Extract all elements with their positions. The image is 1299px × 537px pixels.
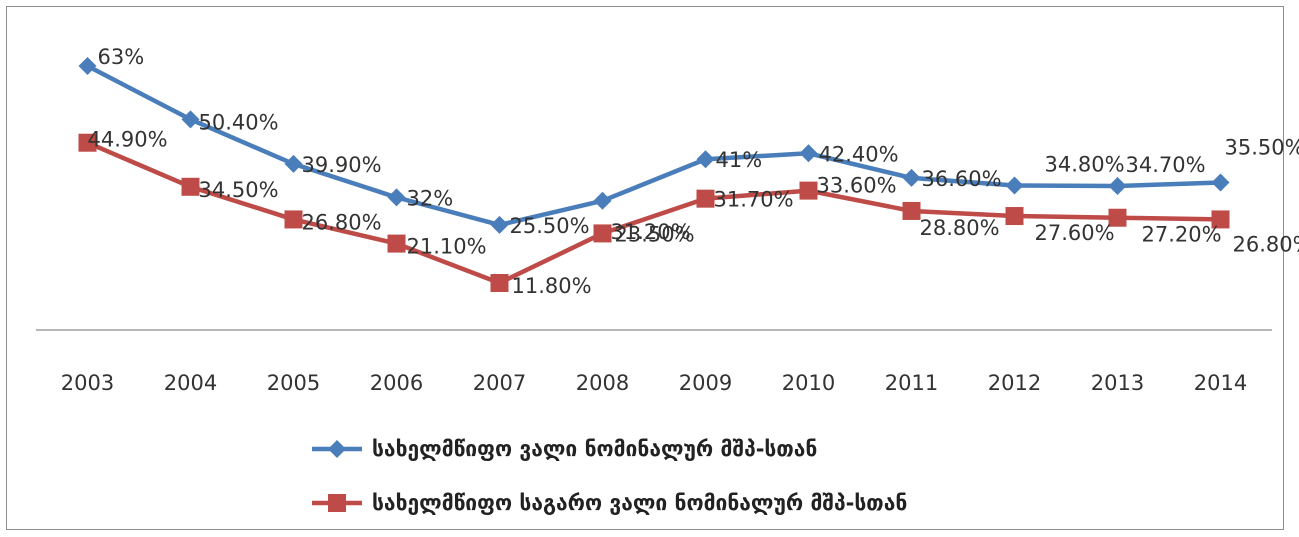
legend-marker-1: [328, 440, 346, 458]
data-label-s1-2005: 39.90%: [302, 153, 382, 177]
series-2-point-2009: [696, 189, 715, 208]
series-2-point-2005: [284, 210, 303, 229]
data-label-s2-2010: 33.60%: [817, 174, 897, 198]
series-1-point-2004: [181, 110, 200, 129]
x-tick-label-2004: 2004: [164, 371, 217, 395]
data-label-s1-2007: 25.50%: [510, 214, 590, 238]
x-tick-label-2006: 2006: [370, 371, 423, 395]
data-label-s2-2004: 34.50%: [199, 178, 279, 202]
data-label-s2-2005: 26.80%: [302, 210, 382, 234]
data-label-s2-2006: 21.10%: [407, 235, 487, 259]
x-tick-label-2008: 2008: [576, 371, 629, 395]
series-2-point-2008: [593, 224, 612, 243]
series-2-point-2012: [1005, 207, 1024, 226]
legend-label-2: სახელმწიფო საგარო ვალი ნომინალურ მშპ-სთა…: [372, 491, 907, 515]
data-label-s1-2004: 50.40%: [199, 110, 279, 134]
data-label-s2-2012: 27.60%: [1035, 221, 1115, 245]
series-line-1: [85, 63, 1223, 228]
series-1-point-2011: [902, 168, 921, 187]
data-label-s2-2013: 27.20%: [1142, 223, 1222, 247]
series-1-point-2014: [1211, 173, 1230, 192]
series-2-point-2011: [902, 201, 921, 220]
series-1-point-2006: [387, 188, 406, 207]
series-1-point-2010: [799, 144, 818, 163]
series-2-point-2010: [799, 181, 818, 200]
series-2-point-2007: [490, 274, 509, 292]
x-tick-label-2010: 2010: [782, 371, 835, 395]
series-2-point-2004: [181, 177, 200, 196]
data-label-s1-2013: 34.70%: [1126, 153, 1206, 177]
x-tick-label-2012: 2012: [988, 371, 1041, 395]
series-1-point-2003: [78, 57, 97, 75]
x-tick-label-2009: 2009: [679, 371, 732, 395]
series-1-point-2007: [490, 215, 509, 234]
data-label-s1-2006: 32%: [407, 186, 454, 210]
x-tick-label-2013: 2013: [1091, 371, 1144, 395]
data-label-s1-2011: 36.60%: [922, 167, 1002, 191]
legend-label-1: სახელმწიფო ვალი ნომინალურ მშპ-სთან: [372, 437, 817, 461]
data-label-s2-2008: 23.50%: [615, 222, 695, 246]
data-label-s2-2014: 26.80%: [1233, 232, 1299, 256]
data-label-s2-2009: 31.70%: [714, 188, 794, 212]
series-2-point-2006: [387, 234, 406, 253]
series-2-point-2014: [1211, 210, 1230, 229]
series-1-point-2009: [696, 150, 715, 169]
data-label-s2-2011: 28.80%: [920, 216, 1000, 240]
data-label-s2-2003: 44.90%: [88, 128, 168, 152]
x-tick-label-2005: 2005: [267, 371, 320, 395]
data-label-s1-2010: 42.40%: [819, 142, 899, 166]
chart-frame: [6, 6, 1284, 530]
series-2-point-2003: [78, 133, 97, 152]
data-label-s1-2012: 34.80%: [1045, 153, 1125, 177]
series-2-point-2013: [1108, 208, 1127, 227]
x-tick-label-2014: 2014: [1194, 371, 1247, 395]
x-tick-label-2011: 2011: [885, 371, 938, 395]
series-1-point-2013: [1108, 176, 1127, 195]
x-tick-label-2007: 2007: [473, 371, 526, 395]
x-tick-label-2003: 2003: [61, 371, 114, 395]
data-label-s1-2008: 31.20%: [611, 220, 691, 244]
series-line-2: [85, 140, 1223, 286]
series-1-point-2005: [284, 154, 303, 173]
legend-marker-2: [328, 494, 346, 512]
data-label-s1-2003: 63%: [98, 45, 145, 69]
data-label-s2-2007: 11.80%: [512, 274, 592, 298]
series-1-point-2008: [593, 191, 612, 210]
data-label-s1-2014: 35.50%: [1225, 136, 1299, 160]
data-label-s1-2009: 41%: [716, 148, 763, 172]
series-1-point-2012: [1005, 176, 1024, 195]
